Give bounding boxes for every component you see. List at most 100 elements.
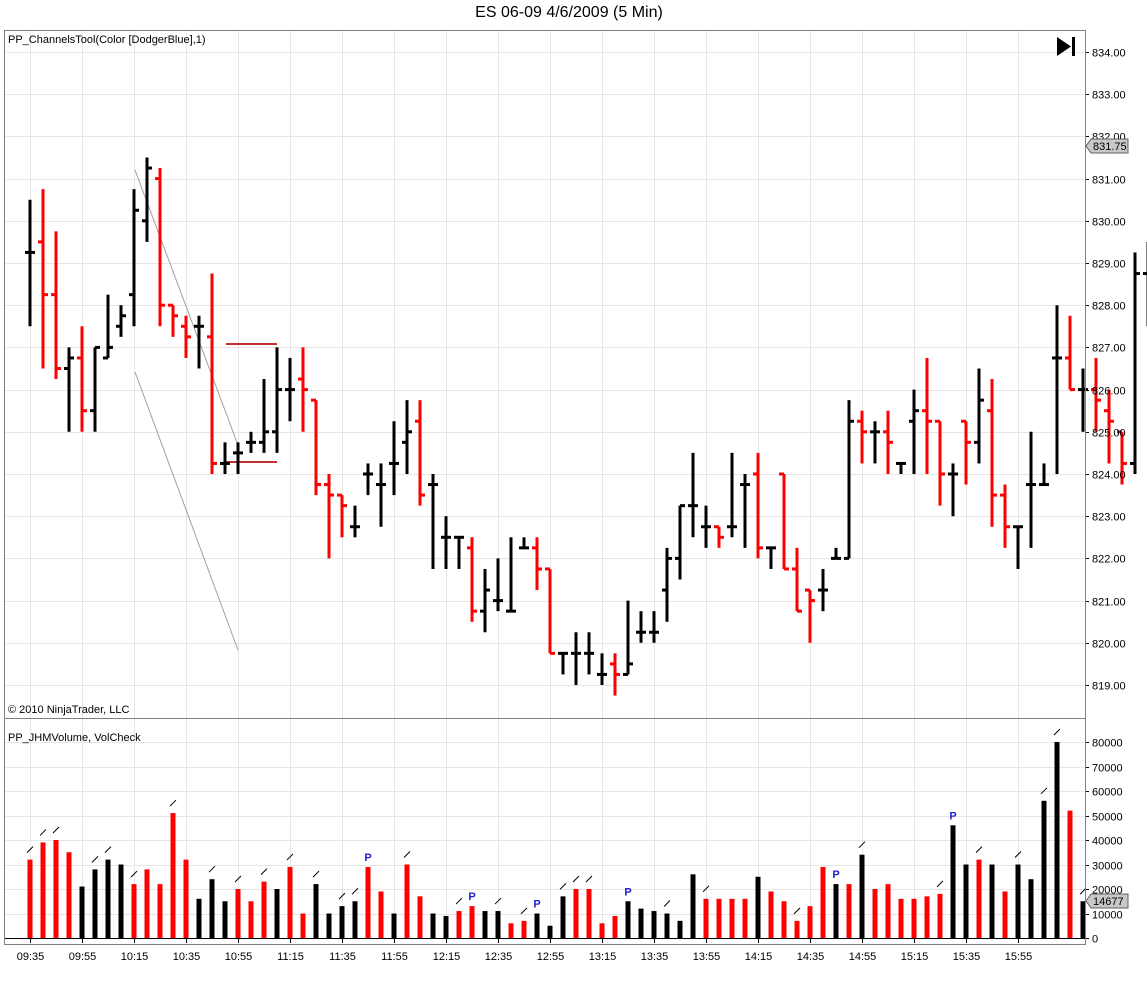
ohlc-bar	[818, 568, 828, 612]
svg-text:831.75: 831.75	[1093, 141, 1127, 153]
volume-bar	[365, 866, 371, 938]
copyright-label: © 2010 NinjaTrader, LLC	[8, 704, 129, 716]
volume-bar	[898, 898, 904, 938]
volume-arrow-marker	[208, 865, 216, 873]
ohlc-bar	[1078, 368, 1088, 432]
volume-bar	[937, 893, 943, 938]
ohlc-bar	[1000, 484, 1010, 548]
ohlc-bar	[64, 347, 74, 432]
ohlc-bar	[480, 568, 490, 633]
ohlc-bar	[1052, 305, 1062, 474]
volume-bar	[495, 911, 501, 938]
volume-arrow-marker	[169, 799, 177, 807]
ohlc-bar	[1117, 430, 1127, 485]
ohlc-bar	[103, 294, 113, 360]
ohlc-bar	[1026, 431, 1036, 548]
volume-arrow-marker	[104, 846, 112, 853]
ohlc-bar	[545, 567, 555, 655]
volume-arrow-marker	[351, 887, 359, 895]
volume-arrow-marker	[91, 856, 99, 863]
ohlc-bar	[272, 347, 282, 453]
volume-bar	[963, 864, 969, 938]
ohlc-bar	[987, 379, 997, 527]
scroll-to-end-button[interactable]	[1057, 37, 1075, 56]
ohlc-bar	[675, 504, 685, 580]
ohlc-bar	[142, 157, 152, 242]
ohlc-bar	[935, 419, 945, 506]
volume-p-marker: P	[949, 810, 956, 822]
ohlc-bar	[597, 653, 607, 685]
ohlc-bar	[155, 168, 165, 327]
volume-p-marker: P	[468, 891, 475, 903]
price-tick-label: 828.00	[1092, 301, 1126, 313]
volume-bar	[599, 923, 605, 938]
volume-tick-label: 50000	[1092, 812, 1123, 824]
volume-bar	[261, 881, 267, 938]
volume-arrow-marker	[702, 885, 710, 893]
ohlc-bar	[961, 419, 971, 485]
ohlc-bar	[727, 452, 737, 538]
ohlc-bar	[415, 400, 425, 506]
ohlc-bar	[831, 547, 841, 560]
x-tick-label: 14:55	[849, 951, 877, 963]
volume-bar	[53, 840, 59, 938]
ohlc-bar	[974, 368, 984, 464]
volume-indicator-label: PP_JHMVolume, VolCheck	[8, 732, 141, 744]
volume-bar	[508, 923, 514, 938]
volume-bar	[469, 906, 475, 938]
volume-bar	[976, 859, 982, 938]
ohlc-bar	[844, 400, 854, 560]
grid-layer	[5, 31, 1085, 938]
volume-bar	[183, 859, 189, 938]
ohlc-bar	[363, 463, 373, 496]
volume-bar	[339, 906, 345, 938]
volume-arrow-marker	[338, 892, 346, 900]
volume-bar	[1067, 810, 1073, 938]
ohlc-bar	[376, 463, 386, 527]
x-tick-label: 12:35	[485, 951, 513, 963]
volume-arrow-marker	[39, 829, 47, 836]
volume-bar	[703, 898, 709, 938]
volume-bar	[1015, 864, 1021, 938]
volume-bar	[118, 864, 124, 938]
ohlc-bar	[701, 505, 711, 548]
play-triangle-icon	[1057, 37, 1071, 56]
channel-tool-drawing[interactable]	[134, 169, 277, 651]
volume-bar	[404, 864, 410, 938]
volume-arrow-marker	[455, 897, 463, 905]
volume-bar	[625, 901, 631, 938]
price-tick-label: 834.00	[1092, 48, 1126, 60]
ohlc-bar	[181, 315, 191, 358]
axes-layer: 09:35 09:55 10:15 10:35 10:55 11:15 11:35 11:55…	[17, 48, 1126, 964]
ohlc-bar	[77, 326, 87, 432]
price-tick-label: 829.00	[1092, 259, 1126, 271]
volume-bar	[27, 859, 33, 938]
volume-bar	[729, 898, 735, 938]
price-tick-label: 833.00	[1092, 90, 1126, 102]
volume-arrow-marker	[858, 841, 866, 849]
svg-text:14677: 14677	[1093, 896, 1124, 908]
volume-bar	[742, 898, 748, 938]
volume-arrow-marker	[559, 882, 567, 890]
volume-bars: P P P P P P	[26, 728, 1087, 938]
ohlc-bar	[740, 474, 750, 548]
volume-bar	[66, 852, 72, 938]
ohlc-bar	[1104, 389, 1114, 464]
volume-bar	[794, 920, 800, 938]
volume-tick-label: 70000	[1092, 763, 1123, 775]
price-tick-label: 825.00	[1092, 428, 1126, 440]
volume-bar	[690, 874, 696, 938]
ohlc-bar	[25, 199, 35, 327]
volume-bar	[456, 911, 462, 938]
volume-bar	[950, 825, 956, 938]
price-tick-label: 830.00	[1092, 217, 1126, 229]
ohlc-bar	[1091, 357, 1101, 432]
ohlc-bar	[779, 472, 789, 571]
volume-arrow-marker	[572, 875, 580, 883]
volume-bar	[638, 908, 644, 938]
x-tick-label: 11:15	[277, 951, 304, 963]
volume-bar	[859, 854, 865, 938]
volume-p-marker: P	[832, 869, 839, 881]
last-price-marker: 831.75	[1085, 138, 1129, 154]
volume-arrow-marker	[585, 875, 593, 883]
